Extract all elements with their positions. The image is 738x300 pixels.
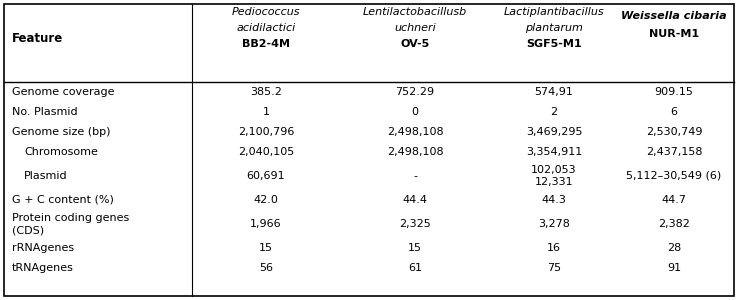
Text: 75: 75 <box>547 263 561 273</box>
Text: 2: 2 <box>551 107 558 117</box>
Text: 2,382: 2,382 <box>658 219 690 229</box>
Text: acidilactici: acidilactici <box>236 23 296 33</box>
Text: No. Plasmid: No. Plasmid <box>12 107 77 117</box>
Text: Lactiplantibacillus: Lactiplantibacillus <box>504 7 604 17</box>
Text: NUR-M1: NUR-M1 <box>649 29 699 39</box>
Text: 91: 91 <box>667 263 681 273</box>
Text: 5,112–30,549 (6): 5,112–30,549 (6) <box>627 171 722 181</box>
Text: G + C content (%): G + C content (%) <box>12 195 114 205</box>
Text: 1: 1 <box>263 107 269 117</box>
Text: Genome size (bp): Genome size (bp) <box>12 127 111 137</box>
Text: plantarum: plantarum <box>525 23 583 33</box>
Text: 752.29: 752.29 <box>396 87 435 97</box>
Text: OV-5: OV-5 <box>401 39 430 49</box>
Text: -: - <box>413 171 417 181</box>
Text: 2,325: 2,325 <box>399 219 431 229</box>
Text: Chromosome: Chromosome <box>24 147 98 157</box>
Text: 102,053
12,331: 102,053 12,331 <box>531 165 577 187</box>
Text: 0: 0 <box>412 107 418 117</box>
Text: 2,498,108: 2,498,108 <box>387 127 444 137</box>
Text: 44.7: 44.7 <box>661 195 686 205</box>
Text: 44.4: 44.4 <box>402 195 427 205</box>
Text: 16: 16 <box>547 243 561 253</box>
Text: SGF5-M1: SGF5-M1 <box>526 39 582 49</box>
Text: 2,040,105: 2,040,105 <box>238 147 294 157</box>
Text: 6: 6 <box>671 107 677 117</box>
Text: 2,100,796: 2,100,796 <box>238 127 294 137</box>
Text: Protein coding genes
(CDS): Protein coding genes (CDS) <box>12 213 129 235</box>
Text: rRNAgenes: rRNAgenes <box>12 243 74 253</box>
Text: Weissella cibaria: Weissella cibaria <box>621 11 727 21</box>
Text: 15: 15 <box>408 243 422 253</box>
Text: 15: 15 <box>259 243 273 253</box>
Text: 2,437,158: 2,437,158 <box>646 147 703 157</box>
Text: 909.15: 909.15 <box>655 87 694 97</box>
Text: 385.2: 385.2 <box>250 87 282 97</box>
Text: 56: 56 <box>259 263 273 273</box>
Text: BB2-4M: BB2-4M <box>242 39 290 49</box>
Text: 2,530,749: 2,530,749 <box>646 127 703 137</box>
Text: 2,498,108: 2,498,108 <box>387 147 444 157</box>
Text: uchneri: uchneri <box>394 23 436 33</box>
Text: 61: 61 <box>408 263 422 273</box>
Text: 44.3: 44.3 <box>542 195 567 205</box>
Text: 3,354,911: 3,354,911 <box>526 147 582 157</box>
Text: 3,469,295: 3,469,295 <box>525 127 582 137</box>
Text: 3,278: 3,278 <box>538 219 570 229</box>
Text: Genome coverage: Genome coverage <box>12 87 114 97</box>
Text: 60,691: 60,691 <box>246 171 286 181</box>
Text: 28: 28 <box>667 243 681 253</box>
Text: Plasmid: Plasmid <box>24 171 68 181</box>
Text: 42.0: 42.0 <box>254 195 278 205</box>
Text: Pediococcus: Pediococcus <box>232 7 300 17</box>
Text: tRNAgenes: tRNAgenes <box>12 263 74 273</box>
Text: Feature: Feature <box>12 32 63 46</box>
Text: 1,966: 1,966 <box>250 219 282 229</box>
Text: 574,91: 574,91 <box>534 87 573 97</box>
Text: Lentilactobacillusb: Lentilactobacillusb <box>363 7 467 17</box>
